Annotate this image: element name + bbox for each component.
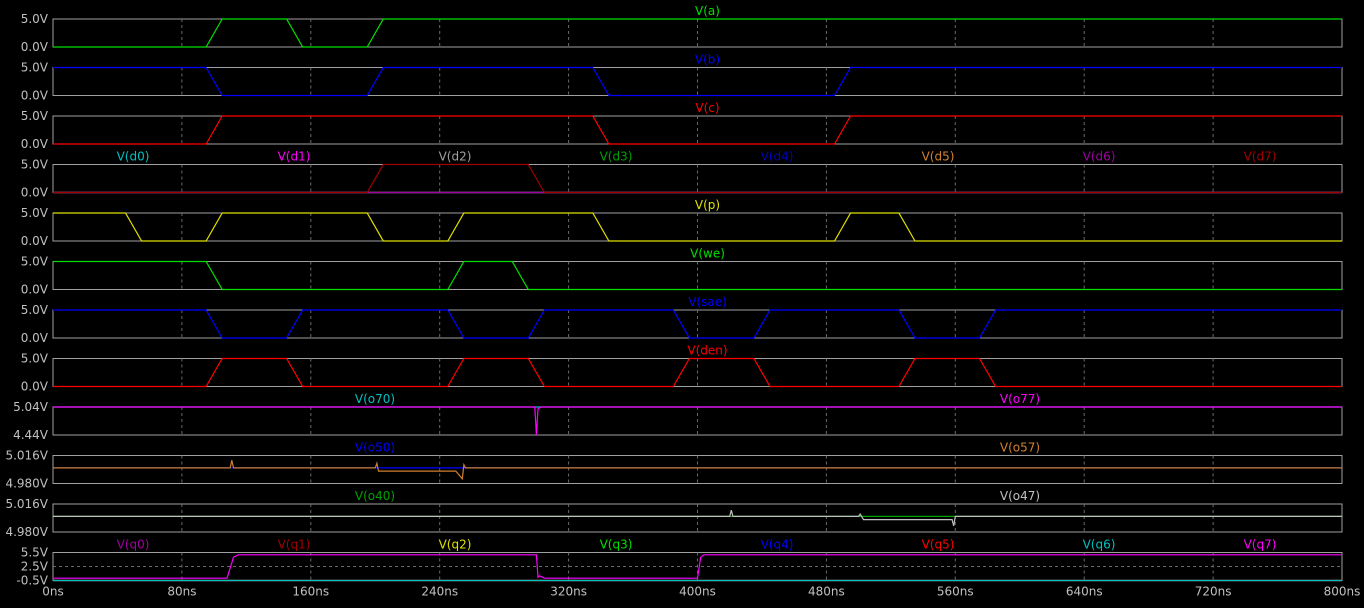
pane-9[interactable]: 5.016V 4.980V V(o50) V(o57) (5, 441, 1343, 491)
trace-vp[interactable] (53, 212, 1342, 242)
y-tick-label: 5.0V (21, 255, 49, 269)
trace-label[interactable]: V(q0) (117, 538, 150, 552)
trace-vsae[interactable] (53, 309, 1342, 339)
trace-label[interactable]: V(o77) (1000, 392, 1040, 406)
y-tick-label: -0.5V (16, 574, 48, 588)
trace-vden[interactable] (53, 357, 1342, 388)
trace-label[interactable]: V(b) (695, 53, 720, 67)
y-tick-label: 5.04V (13, 400, 49, 414)
x-axis: 0ns 80ns 160ns 240ns 320ns 400ns 480ns 560ns 640… (42, 585, 1360, 599)
trace-label[interactable]: V(d3) (600, 150, 633, 164)
pane-0[interactable]: 5.0V 0.0V V(a) (21, 4, 1343, 54)
x-tick-label: 320ns (550, 585, 587, 599)
y-tick-label: 2.5V (21, 560, 49, 574)
y-tick-label: 5.016V (5, 497, 48, 511)
x-tick-label: 640ns (1066, 585, 1103, 599)
y-tick-label: 0.0V (21, 89, 49, 103)
pane-6[interactable]: 5.0V 0.0V V(sae) (21, 295, 1343, 345)
x-tick-label: 720ns (1195, 585, 1232, 599)
pane-5[interactable]: 5.0V 0.0V V(we) (21, 247, 1343, 297)
x-tick-label: 0ns (42, 585, 64, 599)
trace-label[interactable]: V(we) (690, 247, 725, 261)
trace-label[interactable]: V(o47) (1000, 489, 1040, 503)
pane-3[interactable]: 5.0V 0.0V V(d0) V(d1) V(d2) V(d3) V(d4) V(d5) V(… (21, 150, 1343, 200)
y-tick-label: 0.0V (21, 380, 49, 394)
y-tick-label: 0.0V (21, 234, 49, 248)
trace-label[interactable]: V(q2) (439, 538, 472, 552)
trace-label[interactable]: V(o50) (355, 441, 395, 455)
y-tick-label: 5.0V (21, 158, 49, 172)
pane-4[interactable]: 5.0V 0.0V V(p) (21, 198, 1343, 248)
trace-vq7[interactable] (53, 554, 1342, 579)
trace-label[interactable]: V(q3) (600, 538, 633, 552)
pane-1[interactable]: 5.0V 0.0V V(b) (21, 53, 1343, 103)
y-tick-label: 0.0V (21, 40, 49, 54)
trace-label[interactable]: V(q4) (761, 538, 794, 552)
trace-label[interactable]: V(c) (695, 101, 719, 115)
trace-label[interactable]: V(a) (695, 4, 720, 18)
pane-11[interactable]: 5.5V2.5V-0.5V V(q0) V(q1) V(q2) V(q3) V(q4) V(… (16, 538, 1343, 588)
trace-label[interactable]: V(q6) (1083, 538, 1116, 552)
trace-label[interactable]: V(d4) (761, 150, 794, 164)
trace-label[interactable]: V(sae) (688, 295, 727, 309)
trace-label[interactable]: V(d5) (922, 150, 955, 164)
trace-label[interactable]: V(o70) (355, 392, 395, 406)
trace-label[interactable]: V(q5) (922, 538, 955, 552)
y-tick-label: 5.0V (21, 61, 49, 75)
trace-label[interactable]: V(q1) (278, 538, 311, 552)
trace-label[interactable]: V(den) (687, 344, 727, 358)
y-tick-label: 0.0V (21, 283, 49, 297)
y-tick-label: 5.5V (21, 546, 49, 560)
y-tick-label: 5.0V (21, 303, 49, 317)
x-tick-label: 240ns (421, 585, 458, 599)
trace-vo77[interactable] (53, 406, 1342, 436)
trace-label[interactable]: V(o57) (1000, 441, 1040, 455)
pane-8[interactable]: 5.04V 4.44V V(o70) V(o77) (13, 392, 1343, 442)
x-tick-label: 160ns (292, 585, 329, 599)
trace-va[interactable] (53, 18, 1342, 48)
x-tick-label: 480ns (808, 585, 845, 599)
x-tick-label: 400ns (679, 585, 716, 599)
y-tick-label: 5.0V (21, 206, 49, 220)
trace-vo57[interactable] (53, 460, 1342, 481)
y-tick-label: 5.0V (21, 12, 49, 26)
x-tick-label: 560ns (937, 585, 974, 599)
trace-label[interactable]: V(d6) (1083, 150, 1116, 164)
pane-10[interactable]: 5.016V 4.980V V(o40) V(o47) (5, 489, 1343, 539)
y-tick-label: 0.0V (21, 186, 49, 200)
trace-label[interactable]: V(d1) (278, 150, 311, 164)
trace-vb[interactable] (53, 66, 1342, 97)
y-tick-label: 4.44V (13, 428, 49, 442)
pane-7[interactable]: 5.0V 0.0V V(den) (21, 344, 1343, 394)
trace-label[interactable]: V(o40) (355, 489, 395, 503)
y-tick-label: 4.980V (5, 525, 48, 539)
y-tick-label: 5.0V (21, 352, 49, 366)
pane-2[interactable]: 5.0V 0.0V V(c) (21, 101, 1343, 151)
y-tick-label: 0.0V (21, 137, 49, 151)
y-tick-label: 5.016V (5, 449, 48, 463)
trace-vo47[interactable] (53, 510, 1342, 526)
x-tick-label: 800ns (1324, 585, 1361, 599)
trace-vwe[interactable] (53, 260, 1342, 291)
y-tick-label: 0.0V (21, 331, 49, 345)
y-tick-label: 4.980V (5, 477, 48, 491)
x-tick-label: 80ns (167, 585, 196, 599)
trace-label[interactable]: V(q7) (1244, 538, 1277, 552)
y-tick-label: 5.0V (21, 109, 49, 123)
trace-label[interactable]: V(p) (695, 198, 720, 212)
trace-label[interactable]: V(d0) (117, 150, 150, 164)
trace-vd7[interactable] (53, 163, 1342, 194)
trace-label[interactable]: V(d2) (439, 150, 472, 164)
trace-label[interactable]: V(d7) (1244, 150, 1277, 164)
trace-vc[interactable] (53, 115, 1342, 145)
